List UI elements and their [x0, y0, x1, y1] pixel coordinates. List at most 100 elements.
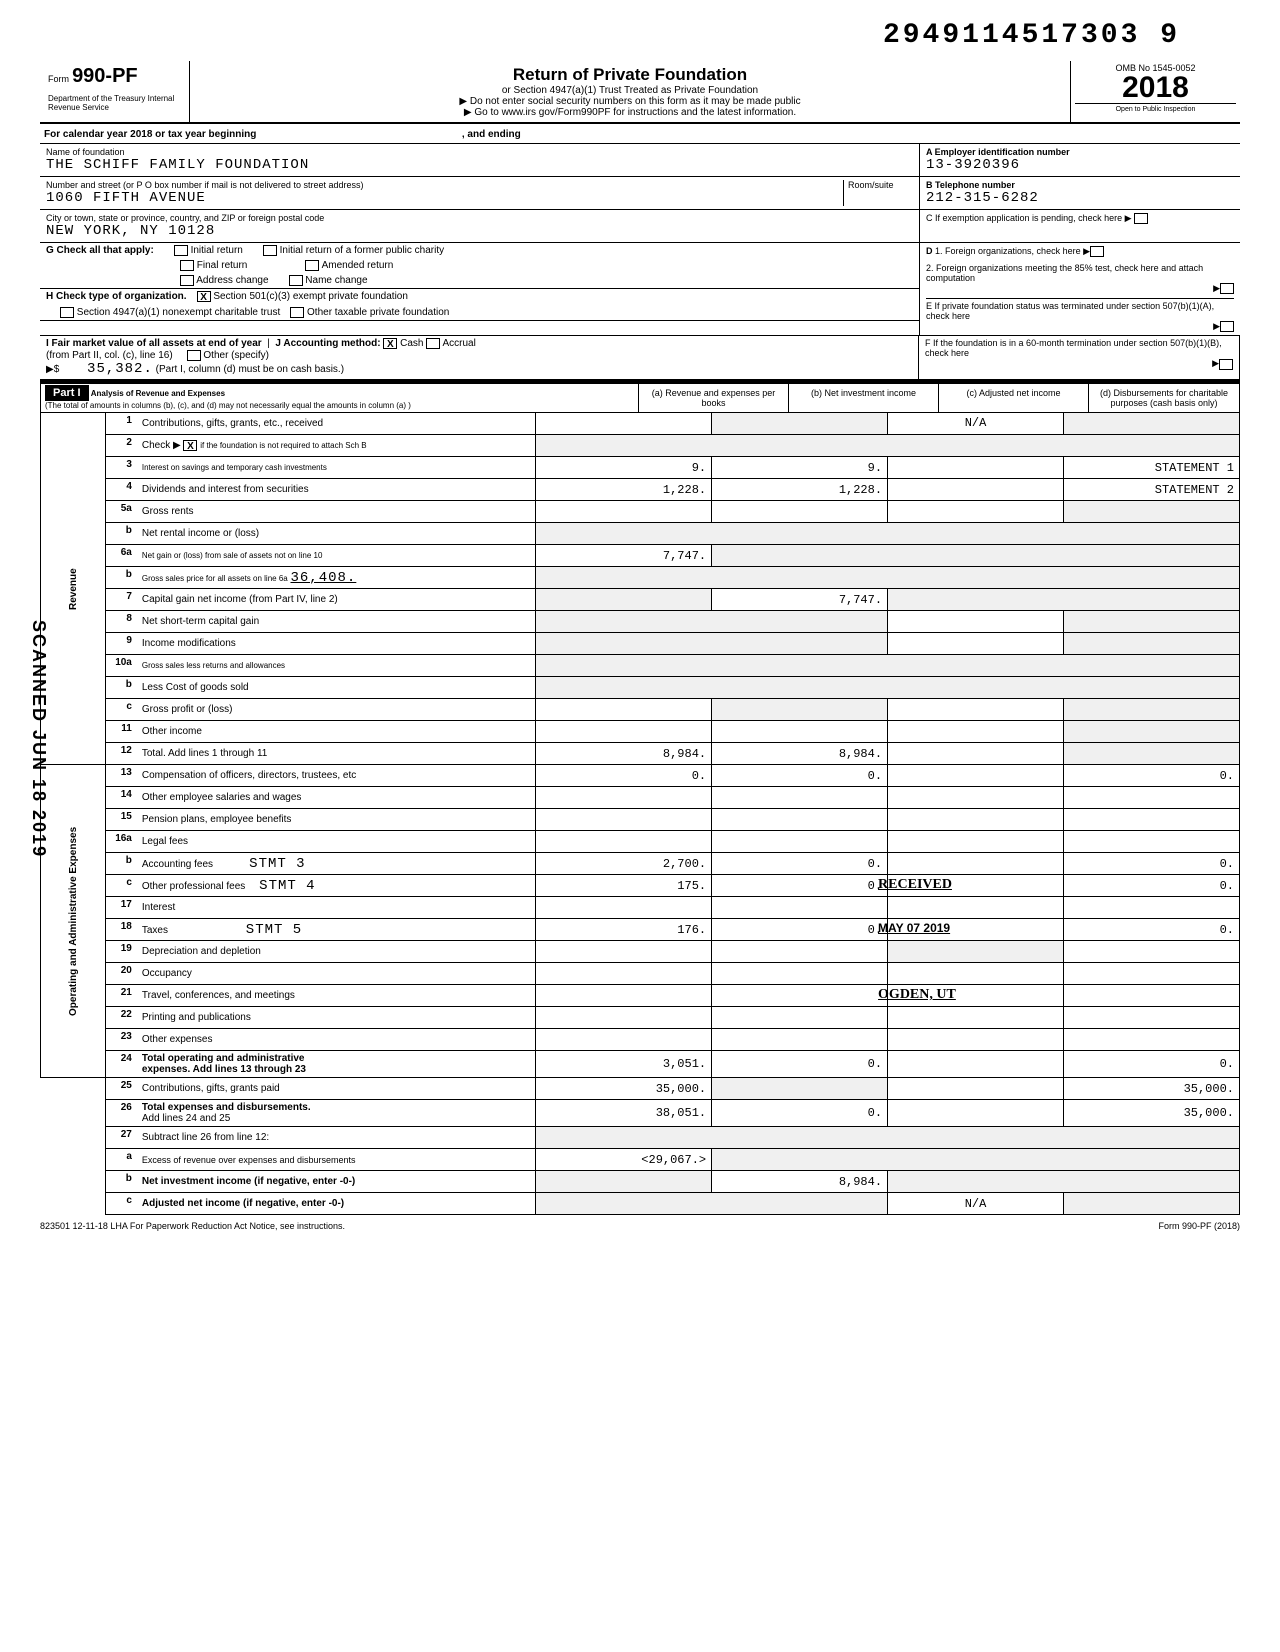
line-2: Check ▶ X if the foundation is not requi…	[137, 435, 536, 457]
l18-stmt: STMT 5	[246, 922, 302, 938]
l26-a: 38,051.	[536, 1100, 712, 1127]
l16c-d: 0.	[1063, 875, 1239, 897]
line-21: Travel, conferences, and meetings	[137, 985, 536, 1007]
form-header: Form 990-PF Department of the Treasury I…	[40, 61, 1240, 124]
d2-cb[interactable]	[1220, 283, 1234, 294]
ogden-stamp: OGDEN, UT	[878, 987, 956, 1003]
h-other-cb[interactable]	[290, 307, 304, 318]
cash-cb[interactable]: X	[383, 338, 397, 349]
l18-d: 0.	[1063, 919, 1239, 941]
l4-a: 1,228.	[536, 479, 712, 501]
l24-a: 3,051.	[536, 1051, 712, 1078]
city-label: City or town, state or province, country…	[46, 213, 913, 223]
expense-side-label: Operating and Administrative Expenses	[41, 765, 106, 1078]
accrual-cb[interactable]	[426, 338, 440, 349]
l27b-b: 8,984.	[712, 1171, 888, 1193]
line-1: Contributions, gifts, grants, etc., rece…	[137, 413, 536, 435]
line-4: Dividends and interest from securities	[137, 479, 536, 501]
l12-a: 8,984.	[536, 743, 712, 765]
line-24: Total operating and administrativeexpens…	[137, 1051, 536, 1078]
l16c-a: 175.	[536, 875, 712, 897]
name-change-cb[interactable]	[289, 275, 303, 286]
initial-return-label: Initial return	[191, 245, 243, 256]
d1-cb[interactable]	[1090, 246, 1104, 257]
cash-label: Cash	[400, 339, 423, 350]
form-label: Form	[48, 74, 69, 84]
l3-d: STATEMENT 1	[1063, 457, 1239, 479]
line-6a: Net gain or (loss) from sale of assets n…	[137, 545, 536, 567]
footer-right: Form 990-PF (2018)	[1158, 1221, 1240, 1231]
j-label: J Accounting method:	[275, 339, 380, 350]
address: 1060 FIFTH AVENUE	[46, 190, 206, 206]
e-cb[interactable]	[1220, 321, 1234, 332]
amended-cb[interactable]	[305, 260, 319, 271]
calendar-year-line: For calendar year 2018 or tax year begin…	[40, 126, 1240, 144]
part1-note: (The total of amounts in columns (b), (c…	[45, 401, 411, 410]
line-26: Total expenses and disbursements.Add lin…	[137, 1100, 536, 1127]
room-label: Room/suite	[848, 180, 913, 190]
phone: 212-315-6282	[926, 190, 1039, 206]
part1-header: Part I Analysis of Revenue and Expenses …	[40, 382, 1240, 413]
foundation-name: THE SCHIFF FAMILY FOUNDATION	[46, 157, 309, 173]
h-label: H Check type of organization.	[46, 291, 187, 302]
line-11: Other income	[137, 721, 536, 743]
footer-left: 823501 12-11-18 LHA For Paperwork Reduct…	[40, 1221, 345, 1231]
city-state-zip: NEW YORK, NY 10128	[46, 223, 215, 239]
part1-label: Part I	[45, 385, 89, 401]
line-22: Printing and publications	[137, 1007, 536, 1029]
initial-return-cb[interactable]	[174, 245, 188, 256]
name-change-label: Name change	[305, 275, 367, 286]
line-7: Capital gain net income (from Part IV, l…	[137, 589, 536, 611]
line-25: Contributions, gifts, grants paid	[137, 1078, 536, 1100]
h-opt3: Other taxable private foundation	[307, 307, 449, 318]
h-501c3-cb[interactable]: X	[197, 291, 211, 302]
final-return-cb[interactable]	[180, 260, 194, 271]
form-title: Return of Private Foundation	[210, 65, 1050, 85]
subtitle-1: or Section 4947(a)(1) Trust Treated as P…	[210, 85, 1050, 96]
document-number: 2949114517303 9	[40, 20, 1240, 51]
other-label: Other (specify)	[203, 350, 269, 361]
line-20: Occupancy	[137, 963, 536, 985]
d2-label: 2. Foreign organizations meeting the 85%…	[926, 263, 1234, 283]
form-number: 990-PF	[72, 65, 138, 87]
l24-b: 0.	[712, 1051, 888, 1078]
revenue-side-label: Revenue	[41, 413, 106, 765]
i-sublabel: (from Part II, col. (c), line 16)	[46, 350, 173, 361]
line-5a: Gross rents	[137, 501, 536, 523]
f-cb[interactable]	[1219, 359, 1233, 370]
address-change-label: Address change	[196, 275, 268, 286]
h-opt1: Section 501(c)(3) exempt private foundat…	[213, 292, 408, 303]
l27a-a: <29,067.>	[536, 1149, 712, 1171]
col-a-header: (a) Revenue and expenses per books	[639, 384, 789, 412]
line-10b: Less Cost of goods sold	[137, 677, 536, 699]
h-opt2: Section 4947(a)(1) nonexempt charitable …	[77, 307, 280, 318]
l6b-val: 36,408.	[291, 570, 357, 586]
c-checkbox[interactable]	[1134, 213, 1148, 224]
l12-b: 8,984.	[712, 743, 888, 765]
l4-d: STATEMENT 2	[1063, 479, 1239, 501]
l3-a: 9.	[536, 457, 712, 479]
h-4947-cb[interactable]	[60, 307, 74, 318]
initial-former-cb[interactable]	[263, 245, 277, 256]
f-label: F If the foundation is in a 60-month ter…	[925, 338, 1222, 358]
initial-former-label: Initial return of a former public charit…	[280, 245, 445, 256]
line-15: Pension plans, employee benefits	[137, 809, 536, 831]
scanned-stamp: SCANNED JUN 18 2019	[28, 620, 49, 858]
line-12: Total. Add lines 1 through 11	[137, 743, 536, 765]
l3-b: 9.	[712, 457, 888, 479]
line-14: Other employee salaries and wages	[137, 787, 536, 809]
i-label: I Fair market value of all assets at end…	[46, 339, 262, 350]
line-16b: Accounting fees STMT 3	[137, 853, 536, 875]
fmv-value: 35,382.	[87, 361, 153, 377]
other-method-cb[interactable]	[187, 350, 201, 361]
line-9: Income modifications	[137, 633, 536, 655]
line-3: Interest on savings and temporary cash i…	[137, 457, 536, 479]
l18-b: 0.	[712, 919, 888, 941]
l26-b: 0.	[712, 1100, 888, 1127]
address-change-cb[interactable]	[180, 275, 194, 286]
dept-label: Department of the Treasury Internal Reve…	[48, 94, 181, 112]
line-16c: Other professional fees STMT 4	[137, 875, 536, 897]
accrual-label: Accrual	[443, 339, 476, 350]
line-10a: Gross sales less returns and allowances	[137, 655, 536, 677]
schb-cb[interactable]: X	[183, 440, 197, 451]
